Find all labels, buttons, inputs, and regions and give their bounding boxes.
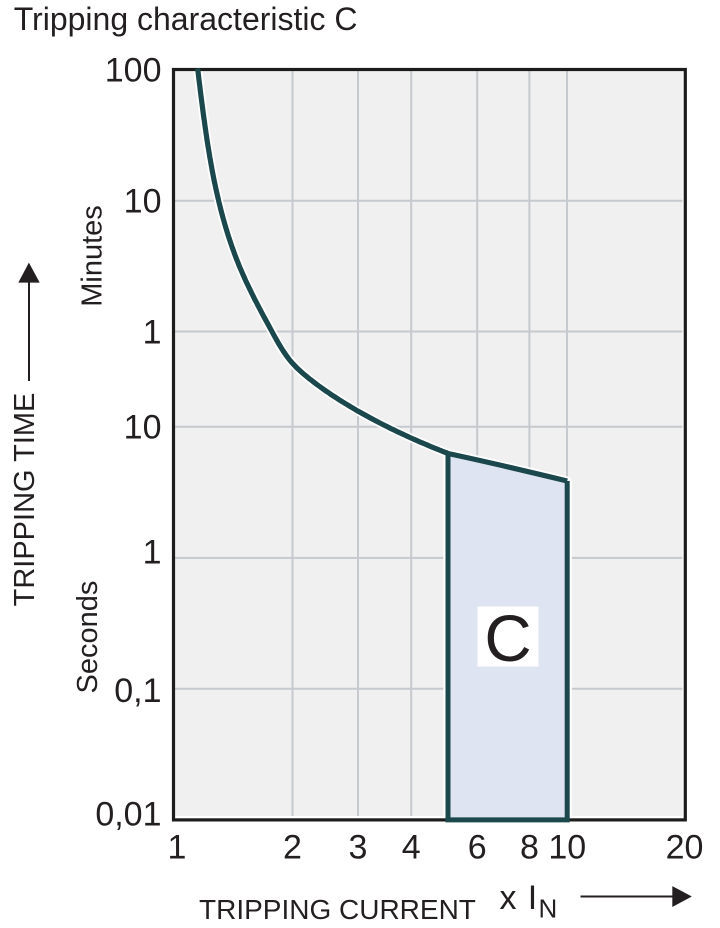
svg-text:Tripping characteristic C: Tripping characteristic C bbox=[14, 1, 358, 37]
svg-text:10: 10 bbox=[548, 829, 586, 867]
svg-text:TRIPPING CURRENT: TRIPPING CURRENT bbox=[199, 894, 476, 925]
svg-text:C: C bbox=[484, 602, 531, 675]
svg-text:1: 1 bbox=[168, 829, 187, 867]
svg-text:0,01: 0,01 bbox=[95, 795, 161, 833]
svg-text:x: x bbox=[500, 879, 517, 917]
svg-text:4: 4 bbox=[402, 829, 421, 867]
svg-text:1: 1 bbox=[143, 534, 162, 572]
svg-text:10: 10 bbox=[124, 409, 162, 447]
svg-text:8: 8 bbox=[520, 829, 539, 867]
svg-text:TRIPPING TIME: TRIPPING TIME bbox=[9, 393, 41, 607]
svg-text:0,1: 0,1 bbox=[114, 672, 161, 710]
svg-text:100: 100 bbox=[105, 51, 162, 89]
svg-text:2: 2 bbox=[283, 829, 302, 867]
svg-text:Minutes: Minutes bbox=[77, 205, 109, 307]
svg-text:1: 1 bbox=[143, 313, 162, 351]
svg-text:10: 10 bbox=[124, 183, 162, 221]
svg-text:Seconds: Seconds bbox=[72, 581, 104, 694]
svg-text:20: 20 bbox=[666, 829, 704, 867]
svg-text:N: N bbox=[539, 894, 558, 924]
svg-text:3: 3 bbox=[349, 829, 368, 867]
svg-text:I: I bbox=[528, 879, 537, 917]
svg-text:6: 6 bbox=[468, 829, 487, 867]
